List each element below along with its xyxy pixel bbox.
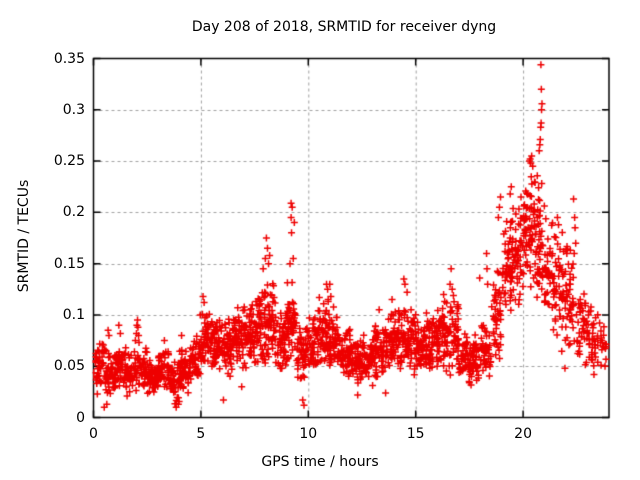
y-tick-label: 0.15: [53, 255, 85, 272]
x-tick-label: 20: [514, 426, 532, 442]
x-axis-label: GPS time / hours: [261, 454, 379, 470]
x-tick-label: 0: [89, 426, 98, 442]
y-tick-label: 0.05: [53, 358, 85, 375]
y-tick-label: 0.3: [62, 101, 85, 118]
chart-title: Day 208 of 2018, SRMTID for receiver dyn…: [191, 19, 497, 35]
y-tick-label: 0.25: [53, 153, 85, 170]
x-tick-label: 5: [196, 426, 206, 442]
y-tick-label: 0.35: [53, 50, 85, 67]
y-axis-label: SRMTID / TECUs: [16, 179, 32, 293]
x-tick-label: 10: [299, 426, 318, 442]
y-tick-label: 0: [76, 409, 85, 426]
y-tick-label: 0.2: [62, 204, 85, 221]
y-tick-label: 0.1: [62, 306, 85, 323]
x-tick-label: 15: [406, 426, 425, 442]
